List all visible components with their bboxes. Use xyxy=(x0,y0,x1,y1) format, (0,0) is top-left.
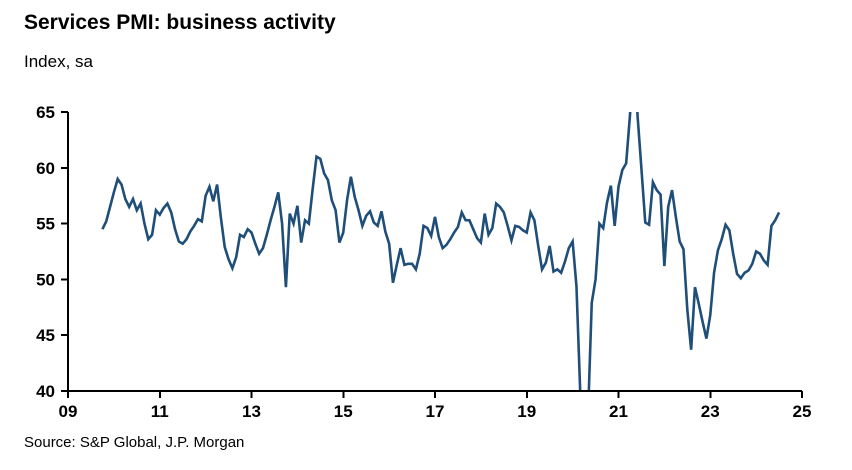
x-tick-label: 09 xyxy=(59,402,78,421)
x-tick-label: 13 xyxy=(242,402,261,421)
y-tick-label: 50 xyxy=(36,270,55,289)
source-caption: Source: S&P Global, J.P. Morgan xyxy=(24,434,245,451)
x-tick-label: 19 xyxy=(517,402,536,421)
pmi-series xyxy=(101,112,781,390)
x-tick-label: 17 xyxy=(426,402,445,421)
x-tick-label: 15 xyxy=(334,402,353,421)
chart-title: Services PMI: business activity xyxy=(24,11,336,34)
y-tick-label: 65 xyxy=(36,103,55,122)
y-tick-label: 55 xyxy=(36,215,55,234)
x-tick-label: 25 xyxy=(793,402,812,421)
x-tick-label: 11 xyxy=(151,402,169,421)
y-tick-label: 45 xyxy=(36,326,55,345)
x-tick-label: 21 xyxy=(609,402,628,421)
chart-subtitle: Index, sa xyxy=(24,52,93,71)
y-tick-label: 60 xyxy=(36,159,55,178)
tick-labels: 40 45 50 55 60 65 09 11 13 15 17 19 21 23 25 xyxy=(36,103,811,421)
y-tick-label: 40 xyxy=(36,382,55,401)
x-tick-label: 23 xyxy=(701,402,720,421)
tick-marks xyxy=(61,111,803,398)
